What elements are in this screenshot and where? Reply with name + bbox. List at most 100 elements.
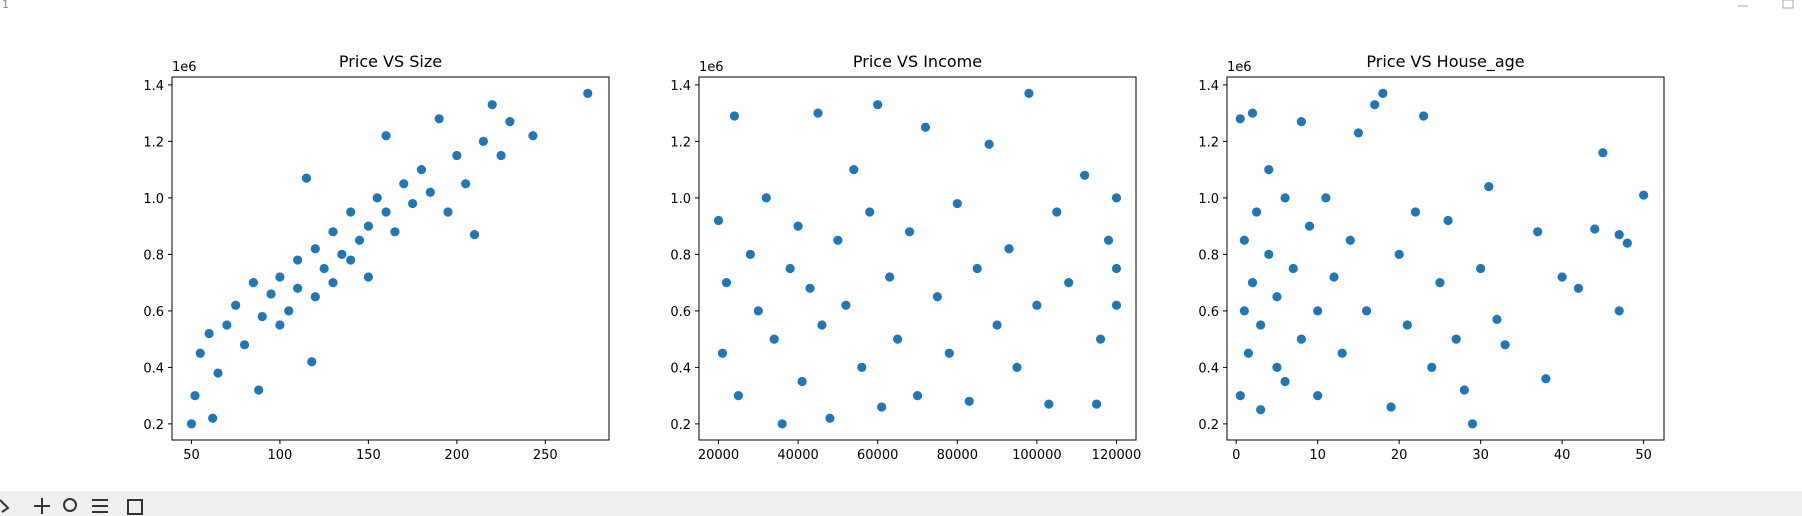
zoom-button[interactable]	[63, 498, 77, 512]
scatter-point	[195, 348, 205, 358]
scatter-point	[761, 193, 771, 203]
y-tick-label: 0.2	[143, 418, 164, 433]
scatter-point	[372, 193, 382, 203]
window-controls[interactable]	[1738, 0, 1794, 9]
scatter-point	[1329, 272, 1339, 282]
scatter-point	[952, 198, 962, 209]
scatter-point	[1064, 278, 1074, 288]
scatter-point	[1296, 334, 1306, 344]
scatter-point	[944, 348, 954, 358]
scatter-point	[1337, 348, 1347, 358]
scatter-point	[354, 235, 365, 245]
scatter-point	[248, 278, 258, 288]
scatter-point	[363, 221, 373, 231]
scatter-point	[275, 320, 285, 330]
scatter-point	[1239, 235, 1249, 245]
scatter-point	[1111, 193, 1122, 203]
scatter-point	[1622, 238, 1632, 248]
forward-button[interactable]	[0, 499, 10, 513]
scatter-point	[239, 340, 250, 350]
x-tick-label: 40	[1554, 448, 1571, 463]
x-tick-label: 100000	[1012, 448, 1062, 463]
configure-button[interactable]	[92, 499, 108, 513]
x-tick-label: 20	[1391, 448, 1408, 463]
scatter-point	[1410, 207, 1421, 217]
scatter-point	[478, 136, 488, 147]
x-tick-label: 50	[183, 448, 200, 463]
scatter-point	[893, 334, 903, 344]
toolbar-icons[interactable]	[0, 498, 143, 515]
scatter-point	[204, 328, 214, 339]
y-tick-label: 0.8	[670, 248, 691, 263]
scatter-point	[1251, 207, 1262, 217]
scatter-point	[257, 311, 267, 322]
scatter-point	[912, 391, 923, 401]
scatter-point	[1313, 306, 1323, 316]
scatter-point	[1394, 249, 1404, 260]
y-tick-label: 1.4	[670, 79, 691, 94]
scatter-point	[390, 227, 400, 237]
scatter-point	[416, 165, 427, 175]
scatter-point	[505, 117, 515, 127]
scatter-point	[1476, 263, 1486, 274]
scatter-point	[1004, 244, 1014, 254]
scatter-point	[1313, 391, 1323, 401]
x-tick-label: 150	[356, 448, 381, 463]
y-tick-label: 1.4	[143, 79, 164, 94]
scatter-point	[797, 376, 807, 387]
scatter-point	[337, 249, 347, 260]
scatter-point	[932, 292, 942, 302]
pan-button[interactable]	[34, 498, 50, 514]
scatter-point	[1321, 193, 1331, 203]
y-tick-label: 0.4	[143, 361, 164, 376]
scatter-point	[307, 357, 317, 367]
scatter-point	[753, 306, 763, 316]
x-tick-label: 100	[268, 448, 293, 463]
y-tick-label: 0.2	[670, 418, 691, 433]
scatter-point	[363, 272, 373, 282]
save-button[interactable]	[127, 499, 143, 515]
scatter-point	[1052, 207, 1062, 217]
scatter-point	[1467, 419, 1478, 429]
scatter-point	[1370, 100, 1380, 110]
x-tick-label: 50	[1635, 448, 1652, 463]
scatter-point	[328, 227, 338, 237]
scatter-point	[381, 131, 391, 141]
x-tick-label: 200	[444, 448, 469, 463]
scatter-point	[841, 300, 851, 310]
scatter-point	[381, 207, 391, 217]
window-title: 1	[2, 0, 9, 11]
y-tick-label: 1.4	[1198, 79, 1219, 94]
scatter-point	[408, 198, 418, 209]
scatter-point	[528, 131, 538, 141]
scatter-point	[1256, 320, 1266, 330]
scatter-point	[487, 100, 497, 110]
scatter-point	[1598, 148, 1608, 158]
scatter-point	[231, 300, 241, 310]
scatter-point	[964, 396, 974, 406]
scatter-point	[1533, 227, 1543, 237]
scatter-point	[1024, 88, 1034, 98]
scatter-point	[1402, 320, 1412, 330]
scatter-point	[777, 419, 787, 429]
scatter-point	[452, 150, 462, 161]
scatter-point	[833, 235, 843, 245]
scatter-point	[1288, 263, 1298, 274]
y-offset-label: 1e6	[172, 60, 197, 75]
scatter-point	[873, 100, 883, 110]
scatter-point	[293, 283, 303, 293]
scatter-point	[857, 362, 867, 372]
y-tick-label: 0.6	[143, 305, 164, 320]
scatter-point	[1378, 88, 1388, 98]
x-tick-label: 80000	[937, 448, 978, 463]
scatter-point	[186, 419, 197, 429]
scatter-point	[1111, 300, 1122, 310]
scatter-point	[1590, 224, 1600, 234]
scatter-point	[266, 289, 276, 299]
scatter-point	[717, 348, 728, 358]
maximize[interactable]	[1782, 0, 1794, 9]
chart-title: Price VS Income	[853, 52, 982, 71]
x-tick-label: 120000	[1092, 448, 1142, 463]
scatter-point	[793, 221, 803, 231]
